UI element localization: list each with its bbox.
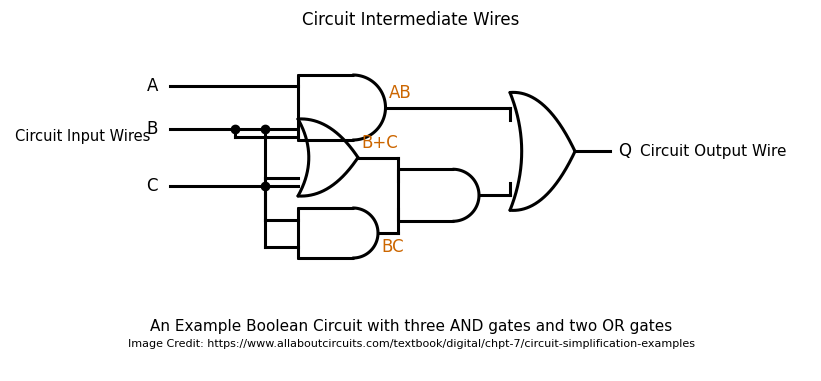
Text: Circuit Intermediate Wires: Circuit Intermediate Wires xyxy=(302,11,520,29)
Text: A: A xyxy=(147,77,158,95)
Text: AB: AB xyxy=(388,85,411,102)
Text: Circuit Output Wire: Circuit Output Wire xyxy=(640,144,787,159)
Text: B+C: B+C xyxy=(361,134,397,152)
Text: C: C xyxy=(146,177,158,195)
Text: Image Credit: https://www.allaboutcircuits.com/textbook/digital/chpt-7/circuit-s: Image Credit: https://www.allaboutcircui… xyxy=(127,339,695,349)
Text: An Example Boolean Circuit with three AND gates and two OR gates: An Example Boolean Circuit with three AN… xyxy=(150,319,672,334)
Text: BC: BC xyxy=(381,238,404,256)
Text: Q: Q xyxy=(618,142,631,160)
Text: Circuit Input Wires: Circuit Input Wires xyxy=(15,128,150,144)
Text: B: B xyxy=(147,120,158,138)
